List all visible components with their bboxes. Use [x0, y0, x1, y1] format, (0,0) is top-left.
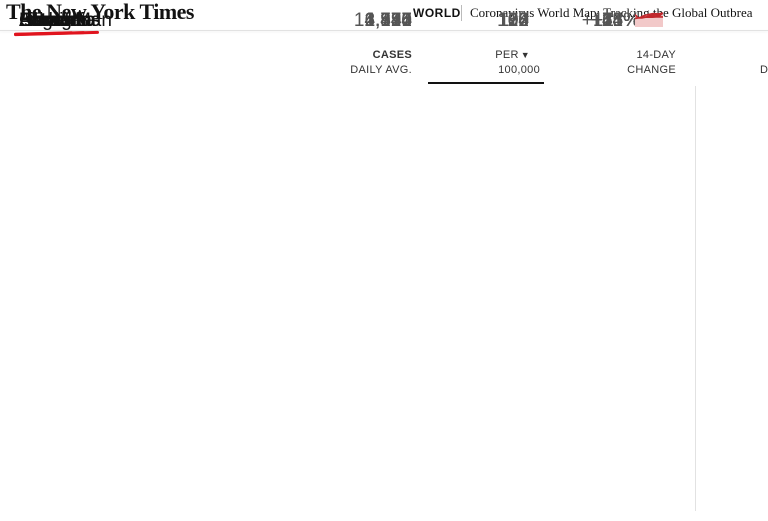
separator [461, 5, 462, 21]
sort-indicator [428, 82, 544, 84]
column-header[interactable]: 100,000 [498, 64, 540, 76]
country-name: Latvia [19, 10, 70, 31]
column-header[interactable]: 14-DAY [636, 49, 676, 61]
cell-value: +44% [590, 10, 640, 31]
column-header[interactable]: D [760, 64, 768, 76]
cell-value: 102 [497, 10, 529, 31]
cell-value: +55% [590, 10, 640, 31]
cell-value: +13% [590, 10, 640, 31]
cell-value: 100 [497, 10, 529, 31]
logo[interactable]: The New York Times [6, 0, 195, 24]
cell-value: +118% [581, 10, 640, 31]
cell-value: +63% [590, 10, 640, 31]
country-name: Anguilla [19, 10, 87, 31]
column-header[interactable]: CHANGE [627, 64, 676, 76]
cell-value: −33% [590, 10, 640, 31]
country-name: Estonia [19, 10, 83, 31]
country-name: Serbia [19, 10, 74, 31]
country-name: Romania [19, 10, 96, 31]
section-label[interactable]: WORLD [413, 6, 461, 20]
cell-value: +11% [592, 10, 640, 31]
cell-value: 77 [507, 10, 529, 31]
header-border [0, 30, 768, 31]
cell-value: 87 [390, 10, 412, 31]
cell-value: 92 [507, 10, 529, 31]
cell-value: 2,370 [364, 10, 412, 31]
cell-value: 120 [497, 10, 529, 31]
sparkline [635, 16, 663, 27]
cell-value: 1,731 [364, 10, 412, 31]
sparkline-line [635, 16, 663, 20]
cell-value: +25% [590, 10, 640, 31]
cell-value: 124 [497, 10, 529, 31]
sort-arrow: ▼ [520, 50, 530, 60]
column-header[interactable]: PER ▼ [495, 48, 530, 63]
cell-value: 14,816 [353, 10, 412, 31]
country-name: Lithuania [19, 10, 97, 31]
country-name: Barbados [19, 10, 101, 31]
cell-value: +35% [590, 10, 640, 31]
column-header-text[interactable]: PER [495, 49, 519, 61]
column-header[interactable]: DAILY AVG. [350, 64, 412, 76]
country-name: Georgia [19, 10, 87, 31]
cell-value: 6,974 [364, 10, 412, 31]
cell-value: 113 [498, 10, 529, 31]
cell-value: 108 [497, 10, 529, 31]
headline: Coronavirus World Map: Tracking the Glob… [470, 5, 753, 20]
cell-value: 345 [380, 10, 412, 31]
country-name: Slovenia [19, 10, 92, 31]
cell-value: +73% [590, 10, 640, 31]
cell-value: 14 [390, 10, 412, 31]
sparkline-area [635, 16, 663, 27]
cell-value: 4,196 [364, 10, 412, 31]
cell-value: 1,426 [364, 10, 412, 31]
cell-value: 2,845 [364, 10, 412, 31]
column-divider [695, 86, 696, 511]
cell-value: 103 [497, 10, 529, 31]
cell-value: 83 [507, 10, 529, 31]
country-name: Isle of Man [19, 10, 112, 31]
column-header[interactable]: CASES [372, 49, 412, 61]
